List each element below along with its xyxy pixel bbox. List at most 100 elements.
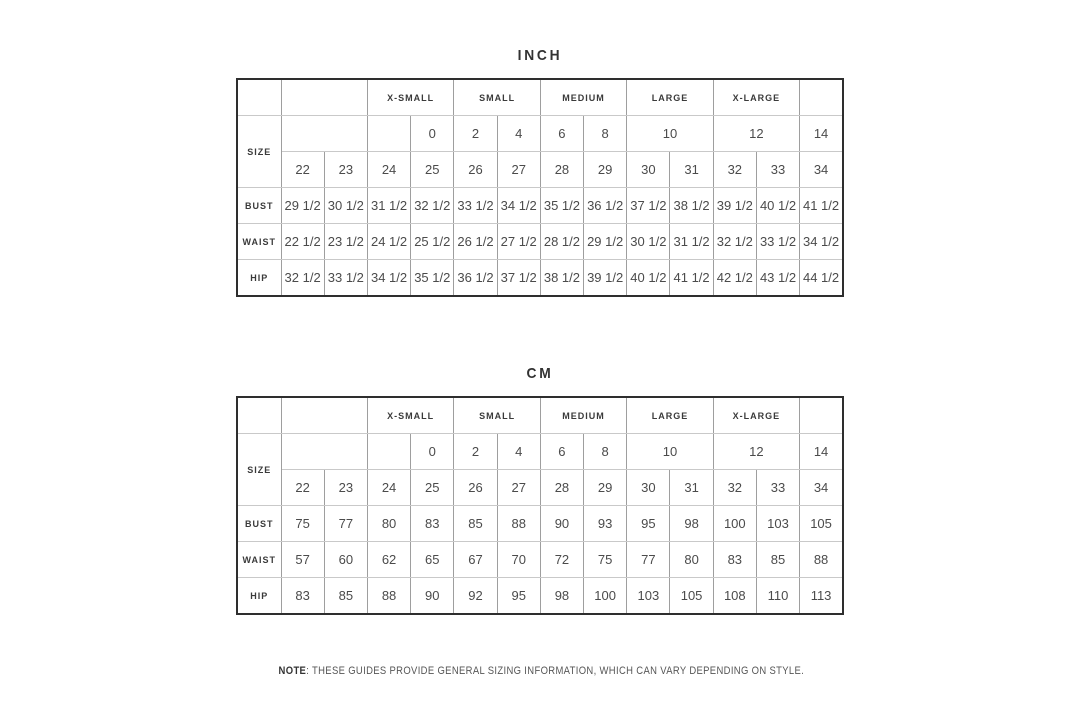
measurement-value-cell: 37 1/2 xyxy=(496,259,541,297)
measurement-value-cell: 88 xyxy=(366,577,412,615)
measurement-value-cell: 38 1/2 xyxy=(539,259,585,297)
cm-table-section: CM X-SMALL SMALL MEDIUM LARGE X-LARGE SIZE 0 2 4… xyxy=(236,365,844,615)
us-size-cell: 4 xyxy=(496,115,541,152)
blank-corner-cell xyxy=(236,78,282,116)
numeric-size-cell: 32 xyxy=(712,151,757,188)
numeric-size-cell: 29 xyxy=(583,151,628,188)
size-corner-label: SIZE xyxy=(236,433,282,506)
us-size-cell: 14 xyxy=(799,433,844,470)
measurement-value-cell: 35 1/2 xyxy=(410,259,455,297)
numeric-size-cell: 24 xyxy=(366,469,412,506)
measurement-value-cell: 85 xyxy=(453,505,498,542)
measurement-value-cell: 103 xyxy=(626,577,671,615)
numeric-size-cell: 25 xyxy=(410,151,455,188)
measurement-value-cell: 108 xyxy=(712,577,757,615)
blank-cell xyxy=(799,78,844,116)
us-size-row: SIZE 0 2 4 6 8 10 12 14 xyxy=(236,115,844,188)
measurement-value-cell: 27 1/2 xyxy=(496,223,541,260)
measurement-value-cell: 80 xyxy=(669,541,714,578)
measurement-value-cell: 105 xyxy=(669,577,714,615)
measurement-value-cell: 77 xyxy=(626,541,671,578)
group-cell-medium: MEDIUM xyxy=(539,78,628,116)
us-size-cell: 10 xyxy=(626,115,714,152)
measurement-value-cell: 65 xyxy=(410,541,455,578)
blank-cell xyxy=(280,78,368,116)
table-title-inch: INCH xyxy=(517,47,563,64)
blank-corner-cell xyxy=(236,396,282,434)
measurement-value-cell: 100 xyxy=(712,505,757,542)
measurement-value-cell: 103 xyxy=(755,505,801,542)
measurement-value-cell: 83 xyxy=(712,541,757,578)
note: NOTE: THESE GUIDES PROVIDE GENERAL SIZIN… xyxy=(279,665,804,677)
measurement-row-waist: WAIST 57 60 62 65 67 70 72 75 77 80 83 85 88 xyxy=(236,541,844,578)
numeric-size-cell: 32 xyxy=(712,469,757,506)
us-size-cell: 6 xyxy=(539,433,585,470)
us-size-cell: 2 xyxy=(453,115,498,152)
measurement-value-cell: 32 1/2 xyxy=(410,187,455,224)
measurement-value-cell: 41 1/2 xyxy=(799,187,844,224)
us-size-cell: 6 xyxy=(539,115,585,152)
measurement-value-cell: 62 xyxy=(366,541,412,578)
us-size-cell: 8 xyxy=(583,433,628,470)
measurement-value-cell: 60 xyxy=(323,541,368,578)
measurement-row-hip: HIP 83 85 88 90 92 95 98 100 103 105 108 110 113 xyxy=(236,577,844,615)
us-size-row: SIZE 0 2 4 6 8 10 12 14 xyxy=(236,433,844,506)
numeric-size-row: 22 23 24 25 26 27 28 29 30 31 32 33 34 xyxy=(237,469,844,506)
numeric-size-cell: 23 xyxy=(323,151,368,188)
numeric-size-cell: 22 xyxy=(280,469,325,506)
measurement-value-cell: 22 1/2 xyxy=(280,223,325,260)
group-cell-small: SMALL xyxy=(453,396,541,434)
us-size-cell: 12 xyxy=(712,115,801,152)
measurement-value-cell: 95 xyxy=(496,577,541,615)
row-label-bust: BUST xyxy=(236,187,282,224)
measurement-value-cell: 75 xyxy=(280,505,325,542)
measurement-value-cell: 67 xyxy=(453,541,498,578)
numeric-size-cell: 34 xyxy=(799,469,844,506)
measurement-value-cell: 100 xyxy=(583,577,628,615)
measurement-value-cell: 80 xyxy=(366,505,412,542)
group-cell-x-small: X-SMALL xyxy=(366,78,455,116)
numeric-size-cell: 25 xyxy=(410,469,455,506)
size-table-inch: X-SMALL SMALL MEDIUM LARGE X-LARGE SIZE 0 2 4 6 8 1… xyxy=(236,78,844,297)
measurement-value-cell: 29 1/2 xyxy=(583,223,628,260)
row-label-waist: WAIST xyxy=(236,541,282,578)
measurement-value-cell: 77 xyxy=(323,505,368,542)
measurement-value-cell: 92 xyxy=(453,577,498,615)
us-size-cell: 2 xyxy=(453,433,498,470)
numeric-size-cell: 31 xyxy=(669,151,714,188)
measurement-value-cell: 83 xyxy=(280,577,325,615)
numeric-size-cell: 26 xyxy=(453,151,498,188)
group-cell-x-small: X-SMALL xyxy=(366,396,455,434)
measurement-value-cell: 31 1/2 xyxy=(366,187,412,224)
measurement-value-cell: 41 1/2 xyxy=(669,259,714,297)
measurement-row-bust: BUST 29 1/2 30 1/2 31 1/2 32 1/2 33 1/2 34 1/2… xyxy=(236,187,844,224)
measurement-value-cell: 105 xyxy=(799,505,844,542)
group-cell-x-large: X-LARGE xyxy=(712,78,801,116)
measurement-value-cell: 32 1/2 xyxy=(280,259,325,297)
measurement-value-cell: 29 1/2 xyxy=(280,187,325,224)
measurement-value-cell: 39 1/2 xyxy=(712,187,757,224)
measurement-value-cell: 30 1/2 xyxy=(626,223,671,260)
measurement-value-cell: 95 xyxy=(626,505,671,542)
measurement-value-cell: 28 1/2 xyxy=(539,223,585,260)
measurement-value-cell: 90 xyxy=(410,577,455,615)
size-guide-page: INCH X-SMALL SMALL MEDIUM LARGE X-LARGE SIZE 0… xyxy=(236,0,844,677)
measurement-value-cell: 24 1/2 xyxy=(366,223,412,260)
measurement-value-cell: 75 xyxy=(583,541,628,578)
measurement-value-cell: 40 1/2 xyxy=(755,187,801,224)
measurement-value-cell: 88 xyxy=(496,505,541,542)
measurement-value-cell: 35 1/2 xyxy=(539,187,585,224)
blank-cell xyxy=(280,433,368,470)
measurement-value-cell: 31 1/2 xyxy=(669,223,714,260)
numeric-size-row: 22 23 24 25 26 27 28 29 30 31 32 33 34 xyxy=(237,151,844,188)
measurement-value-cell: 42 1/2 xyxy=(712,259,757,297)
us-size-cell: 12 xyxy=(712,433,801,470)
measurement-value-cell: 85 xyxy=(755,541,801,578)
row-label-bust: BUST xyxy=(236,505,282,542)
measurement-value-cell: 38 1/2 xyxy=(669,187,714,224)
measurement-value-cell: 37 1/2 xyxy=(626,187,671,224)
row-label-hip: HIP xyxy=(236,577,282,615)
group-cell-small: SMALL xyxy=(453,78,541,116)
numeric-size-cell: 22 xyxy=(280,151,325,188)
numeric-size-cell: 33 xyxy=(755,151,801,188)
